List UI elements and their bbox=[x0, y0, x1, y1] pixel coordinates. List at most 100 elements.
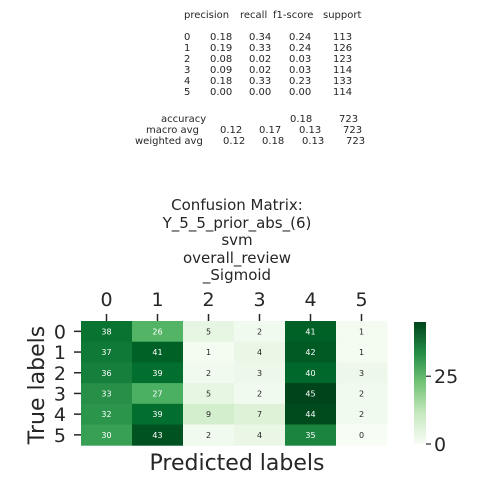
heatmap-cell bbox=[336, 403, 388, 425]
x-tick-label: 3 bbox=[253, 289, 265, 311]
report-header-support: support bbox=[323, 10, 362, 21]
y-tick-label: 0 bbox=[54, 321, 66, 343]
cell-value-label: 41 bbox=[305, 327, 315, 336]
cell-value-label: 3 bbox=[257, 369, 262, 378]
classification-report: precision recall f1-score support 0 0.18 0… bbox=[0, 0, 365, 264]
y-tick-label: 2 bbox=[54, 363, 66, 385]
heatmap-cell bbox=[285, 362, 337, 384]
cell-value-label: 4 bbox=[257, 348, 262, 357]
report-row-5-recall: 0.00 bbox=[249, 87, 272, 98]
x-tick-label: 5 bbox=[355, 289, 367, 311]
report-row-5-f1: 0.00 bbox=[289, 87, 312, 98]
cell-value-label: 3 bbox=[359, 369, 364, 378]
cell-value-label: 41 bbox=[152, 348, 162, 357]
report-row-4-f1: 0.23 bbox=[289, 76, 312, 87]
cell-value-label: 39 bbox=[152, 410, 162, 419]
cell-value-label: 38 bbox=[101, 327, 111, 336]
report-row-4-support: 133 bbox=[333, 76, 353, 87]
report-row-3-recall: 0.02 bbox=[249, 65, 272, 76]
heatmap-cell bbox=[234, 424, 286, 446]
heatmap-cell bbox=[81, 341, 133, 363]
cell-value-label: 7 bbox=[257, 410, 262, 419]
report-row-3-support: 114 bbox=[333, 65, 353, 76]
y-tick-label: 4 bbox=[54, 404, 66, 426]
report-macro-label: macro avg bbox=[146, 125, 199, 136]
report-weighted-label: weighted avg bbox=[135, 136, 203, 147]
report-row-3-f1: 0.03 bbox=[289, 65, 312, 76]
cell-value-label: 30 bbox=[101, 431, 111, 440]
heatmap-cell bbox=[132, 362, 184, 384]
report-row-3-precision: 0.09 bbox=[210, 65, 233, 76]
heatmap-cell bbox=[183, 321, 235, 343]
cell-value-label: 37 bbox=[101, 348, 111, 357]
x-tick-label: 2 bbox=[202, 289, 214, 311]
heatmap-cell bbox=[336, 362, 388, 384]
report-row-1-recall: 0.33 bbox=[249, 43, 272, 54]
cell-value-label: 2 bbox=[206, 431, 211, 440]
heatmap-cell bbox=[234, 341, 286, 363]
heatmap-cell bbox=[81, 321, 133, 343]
report-weighted-support: 723 bbox=[346, 136, 366, 147]
report-row-2-label: 2 bbox=[184, 54, 191, 65]
heatmap-cell bbox=[81, 362, 133, 384]
cell-value-label: 2 bbox=[359, 410, 364, 419]
report-row-5-precision: 0.00 bbox=[210, 87, 233, 98]
heatmap-cell bbox=[234, 383, 286, 405]
report-weighted-recall: 0.18 bbox=[262, 136, 285, 147]
cell-value-label: 40 bbox=[305, 369, 315, 378]
report-row-4-label: 4 bbox=[184, 76, 191, 87]
report-row-1-label: 1 bbox=[184, 43, 191, 54]
cell-value-label: 26 bbox=[152, 327, 162, 336]
cell-value-label: 2 bbox=[206, 369, 211, 378]
heatmap-cell bbox=[132, 424, 184, 446]
report-row-0-precision: 0.18 bbox=[210, 32, 233, 43]
cell-value-label: 33 bbox=[101, 389, 111, 398]
heatmap-cell bbox=[234, 321, 286, 343]
cell-value-label: 1 bbox=[359, 327, 364, 336]
x-tick-label: 1 bbox=[151, 289, 163, 311]
report-row-5-label: 5 bbox=[184, 87, 191, 98]
report-row-2-support: 123 bbox=[333, 54, 353, 65]
cell-value-label: 32 bbox=[101, 410, 111, 419]
report-row-2-precision: 0.08 bbox=[210, 54, 233, 65]
cell-value-label: 1 bbox=[206, 348, 211, 357]
report-row-5-support: 114 bbox=[333, 87, 353, 98]
cell-value-label: 42 bbox=[305, 348, 315, 357]
cell-value-label: 35 bbox=[305, 431, 315, 440]
heatmap-cell bbox=[183, 403, 235, 425]
y-tick-label: 3 bbox=[54, 383, 66, 405]
x-ticks: 0 1 2 3 4 5 bbox=[100, 289, 368, 321]
report-macro-f1: 0.13 bbox=[299, 125, 322, 136]
x-axis-label: Predicted labels bbox=[150, 451, 325, 476]
cell-value-label: 5 bbox=[206, 327, 211, 336]
heatmap-cell bbox=[132, 341, 184, 363]
report-row-0-recall: 0.34 bbox=[249, 32, 272, 43]
report-row-0-label: 0 bbox=[184, 32, 191, 43]
heatmap-cell bbox=[132, 321, 184, 343]
report-row-1-f1: 0.24 bbox=[289, 43, 312, 54]
heatmap-cell bbox=[285, 424, 337, 446]
heatmap-cell bbox=[285, 383, 337, 405]
report-accuracy-support: 723 bbox=[339, 114, 359, 125]
cell-value-label: 43 bbox=[152, 431, 162, 440]
report-row-1-support: 126 bbox=[333, 43, 353, 54]
report-macro-recall: 0.17 bbox=[259, 125, 282, 136]
cell-value-label: 0 bbox=[359, 431, 364, 440]
colorbar-ticks: 0 25 bbox=[426, 366, 458, 456]
heatmap-cell bbox=[336, 341, 388, 363]
y-tick-label: 5 bbox=[54, 425, 66, 447]
cell-value-label: 44 bbox=[305, 410, 315, 419]
title-line-2: svm bbox=[221, 231, 253, 249]
report-accuracy-f1: 0.18 bbox=[290, 114, 313, 125]
cell-value-label: 1 bbox=[359, 348, 364, 357]
report-macro-support: 723 bbox=[343, 125, 363, 136]
heatmap-cell bbox=[336, 424, 388, 446]
y-tick-label: 1 bbox=[54, 342, 66, 364]
title-line-0: Confusion Matrix: bbox=[171, 196, 303, 214]
heatmap-cell bbox=[336, 321, 388, 343]
heatmap-cell bbox=[285, 341, 337, 363]
y-axis-label: True labels bbox=[25, 326, 50, 445]
heatmap-cell bbox=[183, 362, 235, 384]
